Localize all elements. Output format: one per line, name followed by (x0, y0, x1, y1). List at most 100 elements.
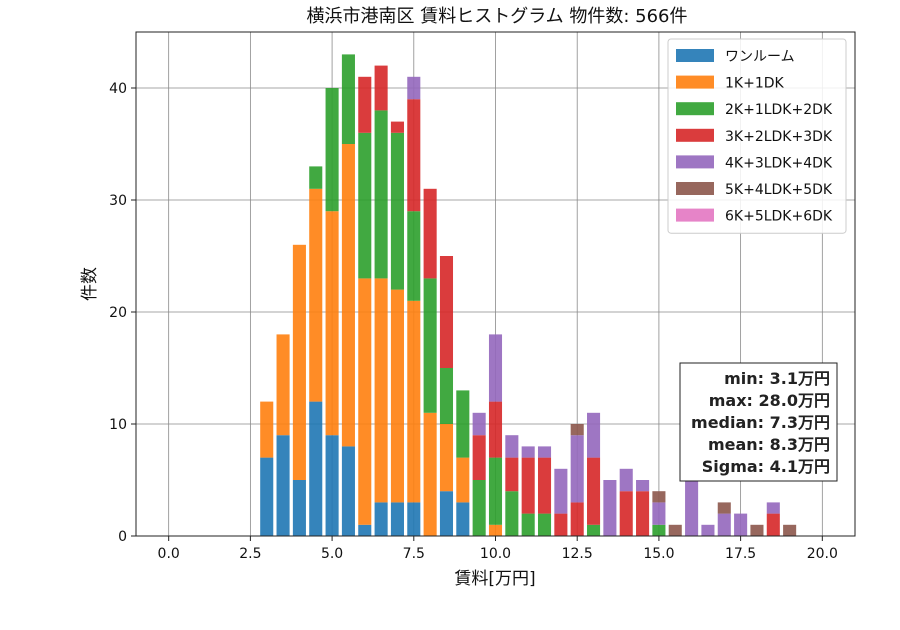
x-tick-label: 2.5 (239, 546, 261, 562)
stats-frame (679, 362, 838, 482)
bar-segment (636, 480, 650, 492)
bar-segment (537, 446, 552, 458)
bar-segment (292, 244, 306, 480)
bar-segment (488, 457, 503, 525)
y-axis-label: 件数 (80, 267, 100, 301)
bar-segment (407, 502, 421, 536)
bar-segment (652, 524, 666, 536)
bar-segment (309, 401, 323, 536)
stats-line: Sigma: 4.1万円 (702, 457, 830, 476)
chart-title: 横浜市港南区 賃料ヒストグラム 物件数: 566件 (306, 6, 687, 27)
bar-segment (423, 188, 437, 279)
legend-label: 6K+5LDK+6DK (725, 209, 833, 225)
bar-segment (685, 480, 699, 536)
stats-line: median: 7.3万円 (691, 413, 830, 432)
bar-segment (374, 110, 388, 279)
x-tick-label: 10.0 (480, 546, 511, 562)
x-tick-label: 0.0 (158, 546, 180, 562)
legend-swatch (676, 102, 714, 116)
bar-segment (341, 446, 355, 536)
bar-segment (537, 457, 552, 514)
y-tick-label: 20 (109, 305, 127, 321)
bar-segment (358, 76, 372, 133)
bar-segment (488, 401, 503, 458)
bar-segment (374, 65, 388, 111)
bar-segment (341, 54, 355, 144)
bar-segment (652, 491, 666, 503)
bar-segment (358, 524, 372, 536)
bar-segment (668, 524, 682, 536)
legend: ワンルーム 1K+1DK 2K+1LDK+2DK 3K+2LDK+3DK 4K+3LDK… (667, 38, 847, 234)
bar-segment (505, 435, 519, 458)
bar-segment (783, 524, 797, 536)
x-axis-ticks: 0.0 2.5 5.0 7.5 10.0 12.5 15.0 17.5 20.0 (158, 536, 838, 562)
bar-segment (439, 491, 454, 536)
legend-label: 1K+1DK (725, 76, 785, 92)
bar-segment (636, 491, 650, 536)
bar-segment (603, 480, 617, 536)
legend-swatch (676, 208, 714, 222)
legend-label: 3K+2LDK+3DK (725, 129, 833, 145)
bar-segment (570, 424, 584, 436)
bar-segment (407, 76, 421, 100)
bar-segment (750, 524, 764, 536)
bar-segment (325, 435, 339, 536)
x-tick-label: 20.0 (807, 546, 838, 562)
legend-label: 4K+3LDK+4DK (725, 155, 833, 171)
bar-segment (505, 491, 519, 536)
legend-swatch (676, 128, 714, 142)
bar-segment (488, 524, 503, 536)
bar-segment (521, 446, 535, 458)
y-tick-label: 10 (109, 417, 127, 433)
bar-segment (309, 188, 323, 402)
bar-segment (374, 278, 388, 503)
bar-segment (717, 513, 731, 536)
stats-box: min: 3.1万円 max: 28.0万円 median: 7.3万円 mean: … (679, 362, 838, 482)
bar-segment (260, 401, 274, 458)
bar-segment (439, 256, 454, 368)
bar-segment (358, 132, 372, 279)
bar-segment (260, 457, 274, 536)
bar-segment (309, 166, 323, 189)
bar-segment (537, 513, 552, 536)
bar-segment (521, 513, 535, 536)
bar-segment (325, 88, 339, 212)
bars (260, 54, 797, 536)
bar-segment (456, 390, 470, 458)
stats-line: min: 3.1万円 (724, 369, 830, 388)
bar-segment (652, 502, 666, 525)
legend-label: ワンルーム (725, 49, 795, 65)
bar-segment (701, 524, 715, 536)
y-tick-label: 0 (118, 529, 127, 545)
bar-segment (325, 211, 339, 436)
y-tick-label: 40 (109, 81, 127, 97)
bar-segment (570, 435, 584, 503)
bar-segment (390, 121, 404, 133)
bar-segment (505, 457, 519, 492)
bar-segment (734, 513, 748, 536)
bar-segment (292, 480, 306, 536)
legend-label: 2K+1LDK+2DK (725, 102, 833, 118)
bar-segment (554, 513, 568, 536)
bar-segment (439, 424, 454, 492)
legend-swatch (676, 49, 714, 62)
x-axis-label: 賃料[万円] (454, 569, 535, 589)
bar-segment (390, 289, 404, 503)
bar-segment (587, 524, 601, 536)
bar-segment (587, 457, 601, 525)
bar-segment (358, 278, 372, 525)
bar-segment (456, 502, 470, 536)
bar-segment (341, 144, 355, 447)
bar-segment (717, 502, 731, 514)
bar-segment (276, 435, 290, 536)
legend-label: 5K+4LDK+5DK (725, 182, 833, 198)
bar-segment (472, 435, 486, 480)
bar-segment (521, 457, 535, 514)
stats-line: max: 28.0万円 (709, 391, 830, 410)
bar-segment (587, 412, 601, 458)
x-tick-label: 15.0 (643, 546, 674, 562)
bar-segment (423, 278, 437, 413)
legend-swatch (676, 75, 714, 89)
bar-segment (407, 300, 421, 503)
bar-segment (374, 502, 388, 536)
